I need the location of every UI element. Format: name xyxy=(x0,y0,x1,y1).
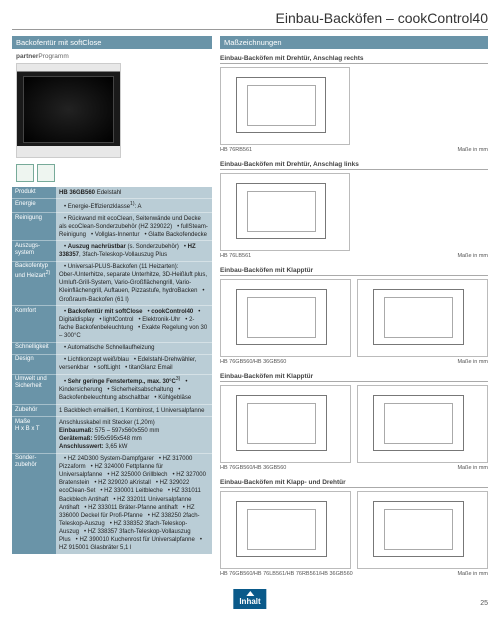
dimension-diagram xyxy=(357,491,488,569)
right-section-heading: Maßzeichnungen xyxy=(220,36,488,49)
diagram-model: HB 76GB560/HB 76LB561/HB 76RB561/HB 36GB… xyxy=(220,571,353,577)
spec-label: Zubehör xyxy=(12,405,56,417)
feature-icon xyxy=(37,164,55,182)
diagram-units: Maße in mm xyxy=(457,359,488,365)
diagram-title: Einbau-Backöfen mit Klapp- und Drehtür xyxy=(220,479,488,488)
dimension-diagram xyxy=(220,67,350,145)
dimension-diagram xyxy=(357,385,488,463)
dimension-diagram xyxy=(220,385,351,463)
spec-label: Schnelligkeit xyxy=(12,342,56,354)
dimension-diagram xyxy=(357,279,488,357)
left-section-heading: Backofentür mit softClose xyxy=(12,36,212,49)
spec-label: MaßeH x B x T xyxy=(12,417,56,453)
right-column: Maßzeichnungen Einbau-Backöfen mit Dreht… xyxy=(220,36,488,585)
inhalt-label: Inhalt xyxy=(239,598,260,606)
diagram-title: Einbau-Backöfen mit Drehtür, Anschlag re… xyxy=(220,55,488,64)
product-image xyxy=(16,63,121,158)
feature-icons xyxy=(12,164,212,186)
diagram-model: HB 76RB561 xyxy=(220,147,252,153)
diagram-units: Maße in mm xyxy=(457,465,488,471)
spec-value: Sehr geringe Fenstertemp., max. 30°C3)Ki… xyxy=(56,374,212,404)
dimension-diagram xyxy=(220,173,350,251)
spec-value: Auszug nachrüstbar (s. Sonderzubehör)HZ … xyxy=(56,241,212,261)
partner-subtitle: partnerProgramm xyxy=(12,53,212,60)
diagram-model: HB 76GB560/HB 36GB560 xyxy=(220,465,286,471)
spec-label: Reinigung xyxy=(12,213,56,241)
spec-table: ProduktHB 36GB560 EdelstahlEnergieEnergi… xyxy=(12,186,212,554)
spec-value: Anschlusskabel mit Stecker (1,20m)Einbau… xyxy=(56,417,212,453)
diagram-units: Maße in mm xyxy=(457,253,488,259)
page-title: Einbau-Backöfen – cookControl40 xyxy=(12,10,488,30)
diagram-model: HB 76GB560/HB 36GB560 xyxy=(220,359,286,365)
diagram-title: Einbau-Backöfen mit Klapptür xyxy=(220,267,488,276)
spec-value: Automatische Schnellaufheizung xyxy=(56,342,212,354)
spec-label: Produkt xyxy=(12,187,56,199)
spec-label: Sonder-zubehör xyxy=(12,453,56,554)
spec-value: Backofentür mit softClosecookControl40Di… xyxy=(56,306,212,342)
page-number: 25 xyxy=(480,600,488,607)
spec-value: Universal-PLUS-Backofen (11 Heizarten): … xyxy=(56,261,212,305)
spec-label: Auszugs-system xyxy=(12,241,56,261)
spec-value: Rückwand mit ecoClean, Seitenwände und D… xyxy=(56,213,212,241)
spec-value: 1 Backblech emailliert, 1 Kombirost, 1 U… xyxy=(56,405,212,417)
spec-label: Komfort xyxy=(12,306,56,342)
spec-value: HB 36GB560 Edelstahl xyxy=(56,187,212,199)
left-column: Backofentür mit softClose partnerProgram… xyxy=(12,36,212,585)
diagram-model: HB 76LB561 xyxy=(220,253,251,259)
feature-icon xyxy=(16,164,34,182)
inhalt-button[interactable]: Inhalt xyxy=(233,589,266,609)
diagram-title: Einbau-Backöfen mit Drehtür, Anschlag li… xyxy=(220,161,488,170)
diagram-units: Maße in mm xyxy=(457,147,488,153)
spec-value: Energie-Effizienzklasse1): A xyxy=(56,199,212,213)
spec-label: Energie xyxy=(12,199,56,213)
up-triangle-icon xyxy=(246,591,254,596)
diagram-units: Maße in mm xyxy=(457,571,488,577)
dimension-diagram xyxy=(220,279,351,357)
spec-value: HZ 24D300 System-DampfgarerHZ 317000 Piz… xyxy=(56,453,212,554)
spec-value: Lichtkonzept weiß/blauEdelstahl-Drehwähl… xyxy=(56,354,212,374)
spec-label: Umwelt und Sicherheit xyxy=(12,374,56,404)
diagram-title: Einbau-Backöfen mit Klapptür xyxy=(220,373,488,382)
dimension-diagram xyxy=(220,491,351,569)
spec-label: Backofentyp und Heizart2) xyxy=(12,261,56,305)
spec-label: Design xyxy=(12,354,56,374)
